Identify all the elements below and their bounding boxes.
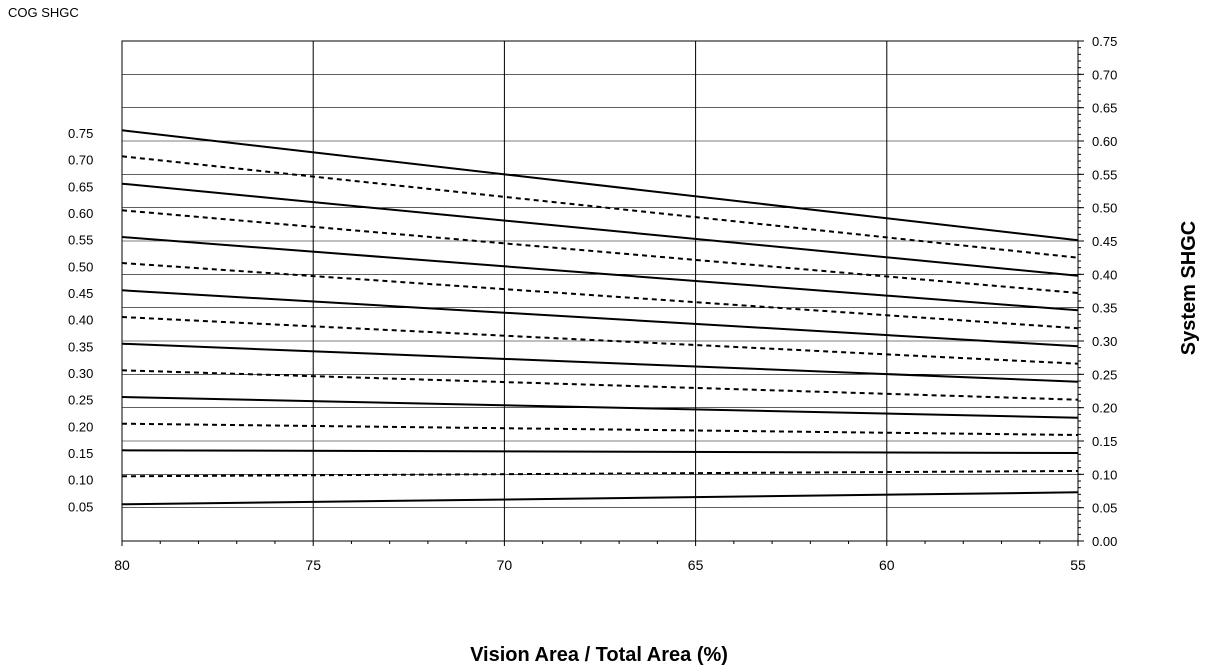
y-right-tick-label: 0.35 — [1092, 301, 1117, 316]
x-axis-title: Vision Area / Total Area (%) — [470, 644, 728, 666]
y-left-tick-label: 0.30 — [68, 366, 93, 381]
y-right-tick-label: 0.50 — [1092, 201, 1117, 216]
y-right-tick-label: 0.30 — [1092, 334, 1117, 349]
y-left-tick-label: 0.75 — [68, 126, 93, 141]
y-left-tick-label: 0.10 — [68, 473, 93, 488]
axis-ticks — [121, 40, 1084, 546]
y-right-tick-label: 0.05 — [1092, 501, 1117, 516]
series-line-cog-0.60 — [121, 209, 1079, 294]
y-right-tick-label: 0.15 — [1092, 434, 1117, 449]
series-line-cog-0.30 — [121, 369, 1079, 401]
series-line-cog-0.20 — [121, 422, 1079, 436]
y-right-tick-label: 0.40 — [1092, 267, 1117, 282]
y-right-tick-label: 0.60 — [1092, 134, 1117, 149]
right-axis-title: System SHGC — [1178, 221, 1200, 356]
series-line-cog-0.50 — [121, 262, 1079, 330]
y-left-tick-label: 0.15 — [68, 446, 93, 461]
x-tick-label: 65 — [688, 557, 704, 573]
tick-labels: 80 75 70 65 60 55 0.00 0.05 0.10 0.15 0.20 0.25 0.30… — [68, 34, 1117, 573]
series-line-cog-0.70 — [121, 155, 1079, 259]
y-right-tick-label: 0.00 — [1092, 534, 1117, 549]
y-right-tick-label: 0.70 — [1092, 67, 1117, 82]
y-right-tick-label: 0.55 — [1092, 167, 1117, 182]
series-line-cog-0.55 — [121, 236, 1079, 312]
series-line-cog-0.75 — [121, 129, 1079, 242]
plot-area-frame — [121, 40, 1079, 542]
y-left-tick-label: 0.60 — [68, 206, 93, 221]
y-right-tick-label: 0.45 — [1092, 234, 1117, 249]
series-line-cog-0.15 — [121, 449, 1079, 454]
x-tick-label: 80 — [114, 557, 130, 573]
series-line-cog-0.05 — [121, 491, 1079, 506]
left-axis-title: COG SHGC — [8, 5, 79, 20]
y-left-tick-label: 0.50 — [68, 259, 93, 274]
y-left-tick-label: 0.20 — [68, 419, 93, 434]
y-right-tick-label: 0.10 — [1092, 467, 1117, 482]
gridlines — [121, 40, 1079, 542]
series-line-cog-0.40 — [121, 316, 1079, 365]
y-left-tick-label: 0.55 — [68, 233, 93, 248]
series-line-cog-0.35 — [121, 342, 1079, 383]
y-left-tick-label: 0.70 — [68, 153, 93, 168]
y-left-tick-label: 0.25 — [68, 393, 93, 408]
y-left-tick-label: 0.65 — [68, 179, 93, 194]
x-tick-label: 75 — [305, 557, 321, 573]
series-lines — [121, 129, 1079, 506]
series-line-cog-0.45 — [121, 289, 1079, 348]
x-tick-label: 55 — [1070, 557, 1086, 573]
y-left-tick-label: 0.40 — [68, 313, 93, 328]
series-line-cog-0.65 — [121, 182, 1079, 277]
y-right-tick-label: 0.25 — [1092, 367, 1117, 382]
y-right-tick-label: 0.65 — [1092, 101, 1117, 116]
y-left-tick-label: 0.45 — [68, 286, 93, 301]
series-line-cog-0.10 — [121, 470, 1079, 478]
y-right-tick-label: 0.20 — [1092, 401, 1117, 416]
y-left-tick-label: 0.05 — [68, 499, 93, 514]
y-left-tick-label: 0.35 — [68, 339, 93, 354]
series-line-cog-0.25 — [121, 396, 1079, 419]
x-tick-label: 70 — [497, 557, 513, 573]
y-right-tick-label: 0.75 — [1092, 34, 1117, 49]
x-tick-label: 60 — [879, 557, 895, 573]
